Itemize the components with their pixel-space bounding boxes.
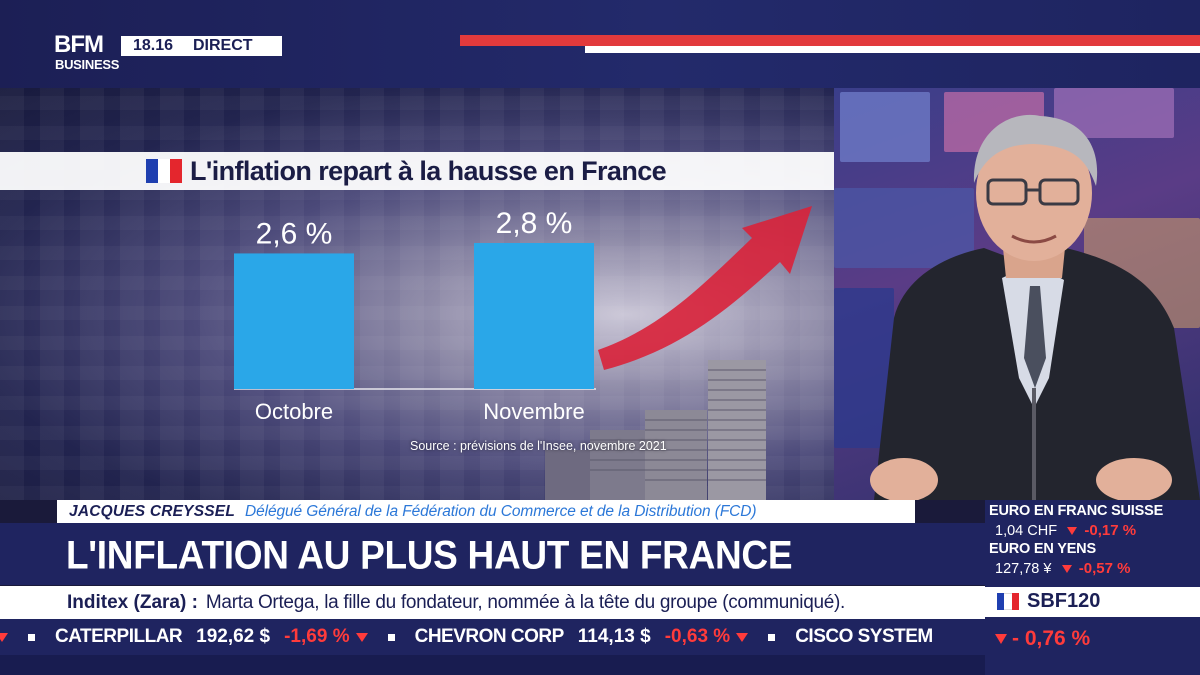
chart-source: Source : prévisions de l'Insee, novembre… [410, 439, 667, 453]
presenter-silhouette [870, 114, 1200, 500]
guest-name-strip: JACQUES CREYSSEL Délégué Général de la F… [57, 500, 915, 523]
rising-arrow-icon [598, 206, 812, 370]
news-text: Marta Ortega, la fille du fondateur, nom… [205, 591, 846, 613]
down-arrow-icon [0, 632, 8, 642]
live-clock: 18.16 DIRECT [121, 36, 282, 56]
category-label: Novembre [483, 399, 584, 424]
bfm-business-logo: BFM BUSINESS [54, 31, 120, 77]
top-bar: BFM BUSINESS 18.16 DIRECT [0, 0, 1200, 88]
down-arrow-icon [1061, 565, 1072, 574]
coin-stacks-illustration [545, 360, 766, 500]
clock-time: 18.16 [133, 37, 174, 54]
ticker-change: -1,69 % [284, 626, 350, 647]
bar-novembre [474, 243, 594, 389]
jpy-quote: 127,78 ¥ -0,57 % [989, 560, 1131, 577]
headline: L'INFLATION AU PLUS HAUT EN FRANCE [66, 533, 793, 578]
inflation-bar-chart: 2,6 % Octobre 2,8 % Novembre [234, 206, 812, 500]
ticker-item: CISCO SYSTEM [748, 626, 933, 648]
ticker-item: CATERPILLAR 192,62 $ -1,69 % [0, 626, 368, 648]
bullet-icon [768, 633, 776, 641]
ticker-item: CHEVRON CORP 114,13 $ -0,63 % [368, 626, 749, 648]
chf-change: -0,17 % [1084, 522, 1137, 539]
down-arrow-icon [1067, 527, 1078, 536]
news-source: Inditex (Zara) : [67, 591, 198, 613]
index-box: SBF120 [985, 587, 1200, 617]
chf-quote: 1,04 CHF -0,17 % [989, 522, 1136, 539]
ticker-price: 192,62 $ [196, 626, 271, 647]
index-change: - 0,76 % [1012, 627, 1091, 650]
down-arrow-icon [736, 632, 749, 642]
news-crawl: Inditex (Zara) : Marta Ortega, la fille … [0, 586, 985, 619]
chart-title-band [0, 152, 834, 190]
studio-camera-view [834, 88, 1200, 500]
ticker-name: CISCO SYSTEM [795, 626, 933, 647]
ticker-name: CATERPILLAR [55, 626, 183, 647]
france-flag-icon [997, 593, 1019, 610]
category-label: Octobre [255, 399, 333, 424]
chf-value: 1,04 CHF [995, 523, 1058, 539]
white-accent-line [585, 46, 1200, 53]
chart-title: L'inflation repart à la hausse en France [190, 156, 667, 186]
index-name: SBF120 [1027, 590, 1101, 612]
jpy-change: -0,57 % [1078, 560, 1131, 577]
bullet-icon [387, 633, 395, 641]
live-label: DIRECT [193, 37, 253, 54]
ticker-price: 114,13 $ [577, 626, 651, 647]
bar-value-label: 2,6 % [256, 217, 333, 250]
bar-value-label: 2,8 % [496, 207, 573, 240]
inflation-graphic: 2,6 % Octobre 2,8 % Novembre L'inflation re… [0, 88, 834, 500]
jpy-title: EURO EN YENS [989, 541, 1096, 557]
stock-ticker: CATERPILLAR 192,62 $ -1,69 % CHEVRON COR… [0, 619, 985, 655]
france-flag-icon [146, 159, 182, 183]
bullet-icon [28, 633, 35, 641]
logo-top-text: BFM [54, 31, 104, 58]
ticker-name: CHEVRON CORP [414, 626, 565, 647]
ticker-change: -0,63 % [664, 626, 731, 647]
bottom-strip [0, 655, 985, 675]
chf-title: EURO EN FRANC SUISSE [989, 503, 1164, 519]
down-arrow-icon [995, 634, 1007, 644]
headline-band [0, 523, 985, 585]
red-accent-line [460, 35, 1200, 46]
down-arrow-icon [355, 632, 368, 642]
studio-screen [840, 92, 930, 162]
guest-name: JACQUES CREYSSEL [69, 502, 235, 520]
jpy-value: 127,78 ¥ [995, 561, 1052, 577]
studio-screen [834, 188, 974, 268]
bar-octobre [234, 253, 354, 389]
logo-bottom-text: BUSINESS [55, 57, 120, 72]
guest-role: Délégué Général de la Fédération du Comm… [245, 502, 757, 520]
